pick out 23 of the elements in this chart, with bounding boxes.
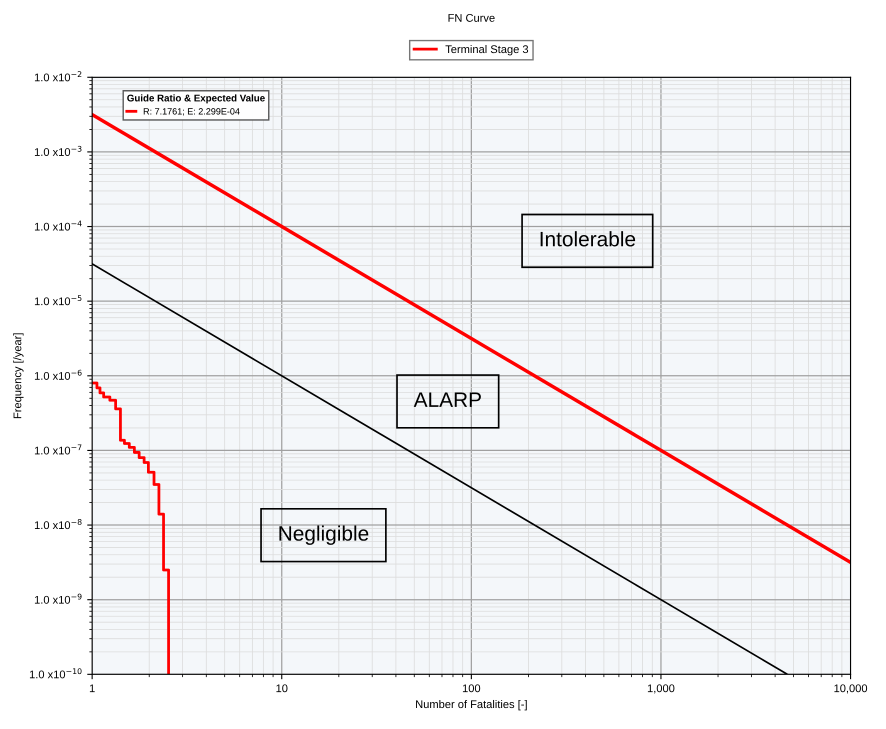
- y-tick-label: 1.0 x10$^{−2}$: [34, 71, 82, 82]
- x-tick-label: 10,000: [834, 684, 868, 694]
- annotation: Guide Ratio & Expected Value: [127, 94, 265, 104]
- x-axis-title: Number of Fatalities [-]: [416, 700, 527, 710]
- y-tick-label: 1.0 x10$^{−7}$: [34, 444, 82, 454]
- annotation: R: 7.1761; E: 2.299E-04: [144, 108, 240, 116]
- y-axis-title: Frequency [/year]: [13, 333, 24, 418]
- y-tick-label: 1.0 x10$^{−8}$: [34, 518, 82, 530]
- legend-label: Terminal Stage 3: [445, 44, 528, 56]
- y-tick-label: 1.0 x10$^{−5}$: [34, 295, 82, 306]
- chart-title: FN Curve: [448, 14, 495, 22]
- y-tick-label: 1.0 x10$^{−10}$: [30, 668, 82, 678]
- y-tick-label: 1.0 x10$^{−6}$: [34, 370, 82, 380]
- x-tick-label: 100: [462, 684, 480, 692]
- annotation: Negligible: [279, 526, 368, 545]
- y-tick-label: 1.0 x10$^{−9}$: [34, 594, 82, 604]
- annotation: Intolerable: [540, 231, 636, 246]
- y-tick-label: 1.0 x10$^{−3}$: [34, 146, 82, 156]
- y-tick-label: 1.0 x10$^{−4}$: [34, 220, 82, 231]
- annotation: ALARP: [414, 392, 481, 407]
- x-tick-label: 10: [276, 684, 288, 692]
- x-tick-label: 1: [90, 684, 95, 692]
- x-tick-label: 1,000: [648, 684, 674, 694]
